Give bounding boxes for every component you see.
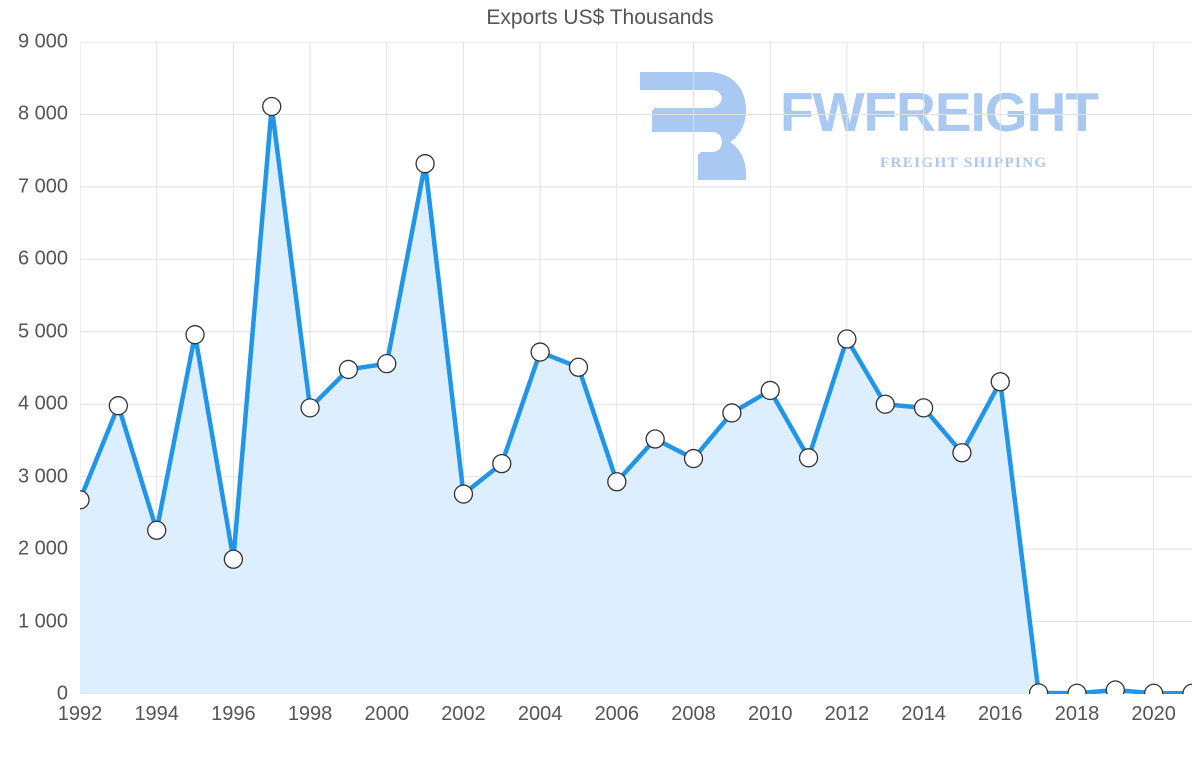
data-point-marker[interactable] xyxy=(569,358,587,376)
x-axis-tick-label: 2020 xyxy=(1131,703,1176,725)
data-point-marker[interactable] xyxy=(263,97,281,115)
data-point-marker[interactable] xyxy=(301,399,319,417)
chart-title: Exports US$ Thousands xyxy=(486,6,714,29)
data-point-marker[interactable] xyxy=(416,155,434,173)
data-point-marker[interactable] xyxy=(531,343,549,361)
data-point-marker[interactable] xyxy=(1183,684,1192,694)
data-point-marker[interactable] xyxy=(378,355,396,373)
area-fill xyxy=(80,106,1192,694)
x-axis-tick-label: 2012 xyxy=(824,703,870,725)
data-point-marker[interactable] xyxy=(1145,684,1163,694)
x-axis-tick-label: 2002 xyxy=(441,703,486,725)
plot-area xyxy=(80,42,1192,694)
data-point-marker[interactable] xyxy=(148,521,166,539)
data-line xyxy=(80,106,1192,693)
data-point-marker[interactable] xyxy=(685,450,703,468)
x-axis-tick-label: 1994 xyxy=(134,703,179,725)
x-axis-tick-label: 1996 xyxy=(211,703,256,725)
y-axis-tick-label: 0 xyxy=(56,682,68,705)
data-point-marker[interactable] xyxy=(339,360,357,378)
data-point-marker[interactable] xyxy=(1030,684,1048,694)
data-point-marker[interactable] xyxy=(915,399,933,417)
x-axis-tick-label: 2014 xyxy=(901,703,946,725)
data-point-marker[interactable] xyxy=(1068,684,1086,694)
data-point-marker[interactable] xyxy=(646,430,664,448)
data-point-marker[interactable] xyxy=(876,395,894,413)
data-point-marker[interactable] xyxy=(800,449,818,467)
y-axis-tick-label: 3 000 xyxy=(17,465,68,488)
data-point-marker[interactable] xyxy=(991,373,1009,391)
data-point-marker[interactable] xyxy=(109,397,127,415)
data-point-marker[interactable] xyxy=(838,330,856,348)
y-axis-tick-label: 5 000 xyxy=(17,320,68,343)
data-point-marker[interactable] xyxy=(608,473,626,491)
y-axis-tick-label: 8 000 xyxy=(17,102,68,125)
x-axis-tick-label: 2000 xyxy=(364,703,410,725)
x-axis-tick-label: 2010 xyxy=(747,703,793,725)
data-point-marker[interactable] xyxy=(493,455,511,473)
data-point-marker[interactable] xyxy=(761,381,779,399)
y-axis-tick-label: 6 000 xyxy=(17,247,68,270)
data-point-markers xyxy=(80,97,1192,694)
x-axis-tick-label: 1992 xyxy=(57,703,103,725)
x-axis-tick-label: 2006 xyxy=(594,703,640,725)
y-axis-tick-label: 4 000 xyxy=(17,392,68,415)
data-point-marker[interactable] xyxy=(224,550,242,568)
x-axis-tick-label: 2018 xyxy=(1054,703,1100,725)
x-axis-tick-label: 2016 xyxy=(978,703,1023,725)
data-point-marker[interactable] xyxy=(1106,681,1124,694)
data-point-marker[interactable] xyxy=(80,491,89,509)
data-point-marker[interactable] xyxy=(454,485,472,503)
x-axis-tick-label: 2004 xyxy=(517,703,563,725)
y-axis-tick-label: 9 000 xyxy=(17,30,68,53)
data-point-marker[interactable] xyxy=(723,404,741,422)
y-axis-tick-label: 1 000 xyxy=(17,610,68,633)
y-axis-tick-label: 2 000 xyxy=(17,537,68,560)
x-axis-tick-label: 1998 xyxy=(287,703,333,725)
x-axis-tick-label: 2008 xyxy=(671,703,716,725)
data-point-marker[interactable] xyxy=(186,326,204,344)
data-point-marker[interactable] xyxy=(953,444,971,462)
y-axis-tick-label: 7 000 xyxy=(17,175,68,198)
